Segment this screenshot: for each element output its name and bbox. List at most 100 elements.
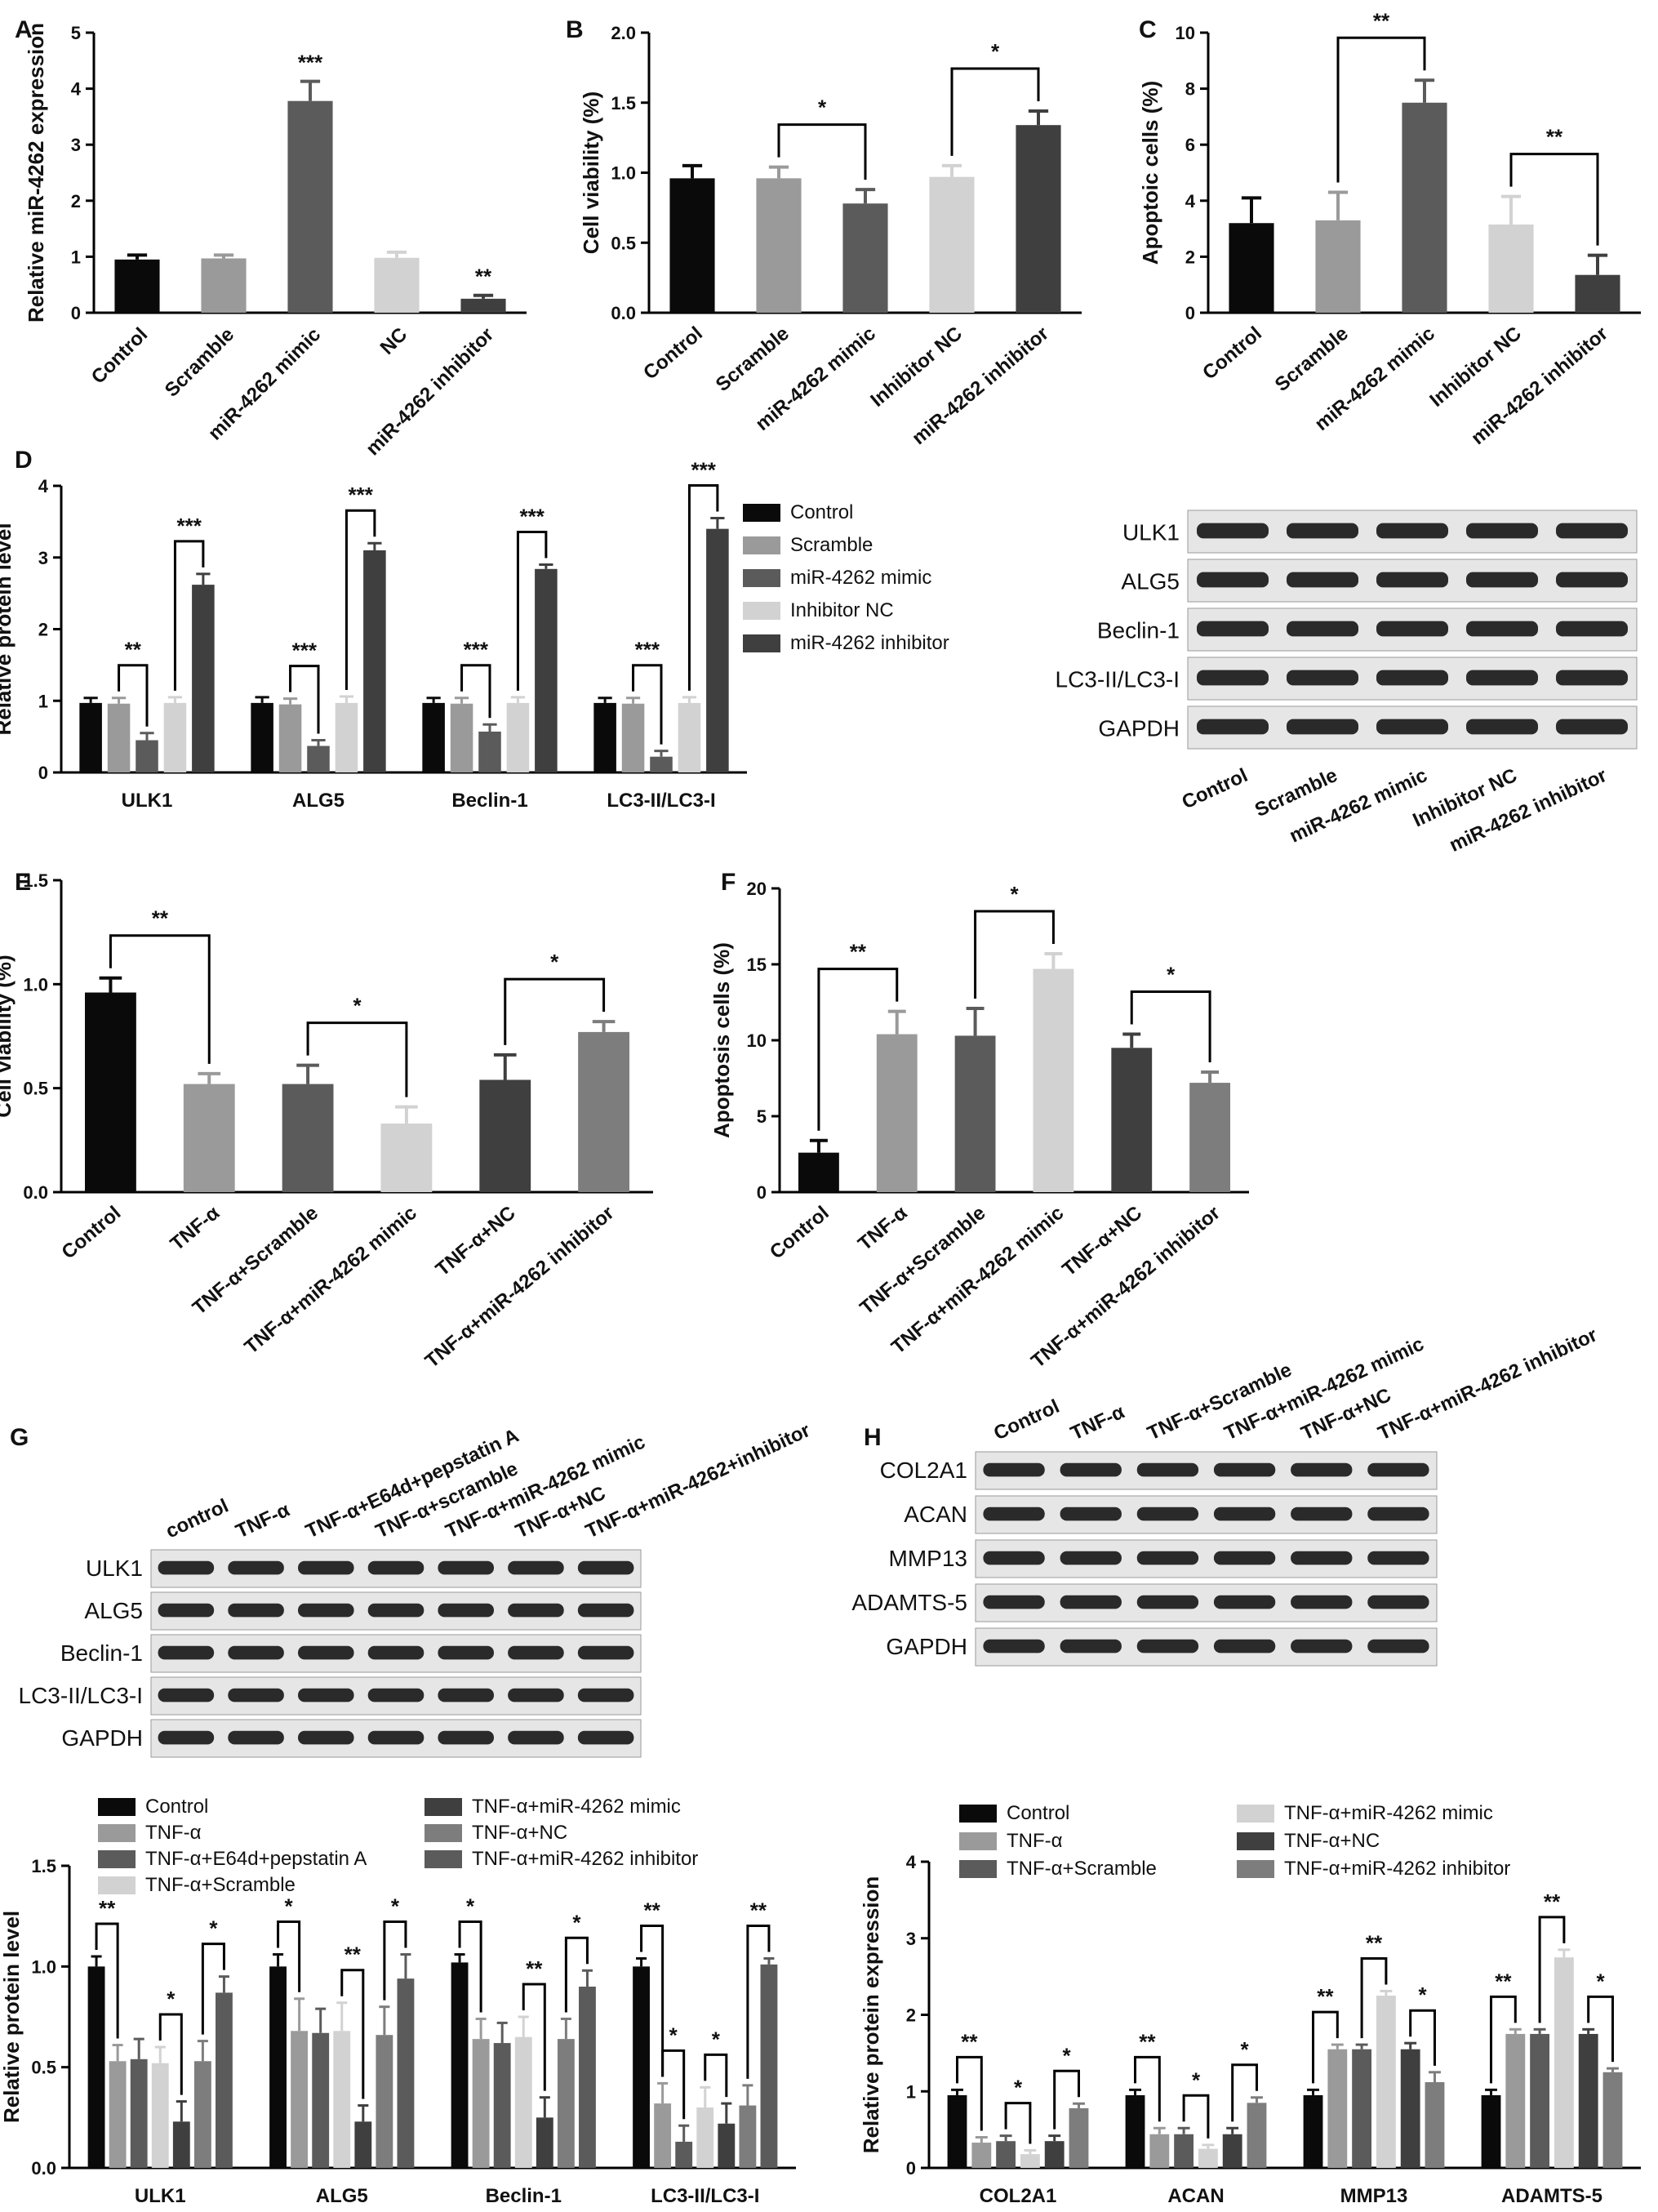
significance-label: * [669,2023,678,2047]
blot-band [1376,621,1448,637]
y-tick-label: 0 [757,1182,767,1203]
significance-bracket [817,968,899,1131]
bar [278,704,302,772]
blot-band [367,1645,425,1660]
blot-band [508,1645,564,1660]
significance-bracket [1130,990,1211,1063]
bar [579,1987,596,2168]
blot-band [1466,670,1538,686]
significance-bracket [1182,2094,1210,2139]
blot-band [1367,1639,1429,1653]
significance-bracket [173,540,205,691]
significance-bracket [340,1969,365,2099]
x-tick-label: Control [766,1202,833,1264]
significance-bracket [1134,2055,1161,2122]
bar [380,1123,433,1192]
x-tick-label: Beclin-1 [486,2185,562,2207]
legend-label: TNF-α+miR-4262 inhibitor [472,1848,698,1870]
y-tick-label: 10 [1176,23,1195,43]
y-tick-label: 1.0 [31,1956,56,1977]
legend-h: Control TNF-α TNF-α+Scramble TNF-α+miR-4262… [959,1802,1510,1880]
bar [842,203,888,313]
significance-label: * [1241,2037,1250,2062]
significance-bracket [1587,1995,1614,2063]
y-tick-label: 0.5 [31,2058,56,2078]
bar [535,568,558,772]
bar [929,176,975,313]
bar [479,1079,531,1192]
blot-row-label: ULK1 [86,1556,143,1581]
blot-row-label: ALG5 [1121,568,1180,594]
bar [478,731,501,772]
blot-band [298,1645,354,1660]
x-tick-label: LC3-II/LC3-I [607,790,715,812]
significance-bracket [118,664,149,727]
legend-label: TNF-α+Scramble [1007,1858,1157,1880]
bar [183,1084,235,1192]
blot-band [298,1560,354,1575]
y-tick-label: 0.5 [23,1079,48,1099]
y-axis-label: Apoptoic cells (%) [1138,81,1162,265]
blot-band [298,1688,354,1702]
y-axis-label: Cell viability (%) [579,91,603,254]
blot-band [577,1560,634,1575]
significance-label: ** [1495,1969,1512,1993]
significance-bracket [1312,2010,1339,2084]
significance-label: *** [348,483,373,507]
blot-band [298,1603,354,1618]
significance-label: * [550,950,559,974]
blot-band [1367,1462,1429,1477]
y-tick-label: 2 [1185,247,1195,267]
bar [79,702,102,772]
bar [633,1966,650,2168]
panel-h: H 0 1 2 3 4 Relative protein expression COL2A1 A… [859,1424,1641,2207]
blot-lane-label: Control [1179,764,1251,814]
blot-band [1197,719,1269,735]
bar [1069,2107,1089,2168]
blot-lane-label: TNF-α [233,1499,294,1543]
bar [1303,2094,1323,2168]
y-tick-label: 0.0 [611,303,636,323]
bar [1315,220,1361,313]
blot-band [577,1730,634,1745]
bar [996,2141,1016,2168]
panel-letter-c: C [1139,16,1157,43]
bar [335,702,358,772]
significance-bracket [277,1920,301,1992]
significance-label: * [353,994,362,1018]
significance-label: * [285,1894,294,1919]
legend-label: miR-4262 mimic [790,567,931,589]
y-tick-label: 0 [71,303,81,323]
blot-band [1136,1595,1199,1609]
legend-label: Scramble [790,534,873,556]
significance-label: ** [1317,1984,1334,2009]
y-tick-label: 10 [747,1030,767,1051]
panel-b: B 0.0 0.5 1.0 1.5 2.0 Cell viability (%) Contro… [566,16,1082,449]
legend-swatch [959,1832,997,1850]
blot-band [1291,1507,1353,1521]
significance-bracket [460,664,491,719]
blot-band [1466,523,1538,539]
bar [109,2061,127,2168]
significance-bracket [1053,2069,1080,2130]
bar [307,745,330,772]
significance-label: * [991,39,1000,64]
legend-label: miR-4262 inhibitor [790,632,949,654]
blot-band [1466,572,1538,588]
bar [739,2105,757,2168]
bar [251,702,273,772]
blot-row-label: ADAMTS-5 [851,1590,967,1615]
x-tick-label: Scramble [1271,323,1353,396]
bar [422,702,445,772]
significance-bracket [1409,2009,1436,2066]
bar [472,2039,490,2168]
blot-row-label: MMP13 [889,1546,967,1571]
panel-letter-b: B [566,16,584,43]
blot-band [1197,621,1269,637]
bar [363,550,386,772]
significance-bracket [383,1920,407,2001]
y-tick-label: 1.5 [23,870,48,891]
blot-g: ULK1 ALG5 Beclin-1 LC3-II/LC3-I GAPDH control… [19,1419,814,1758]
blot-band [158,1730,215,1745]
